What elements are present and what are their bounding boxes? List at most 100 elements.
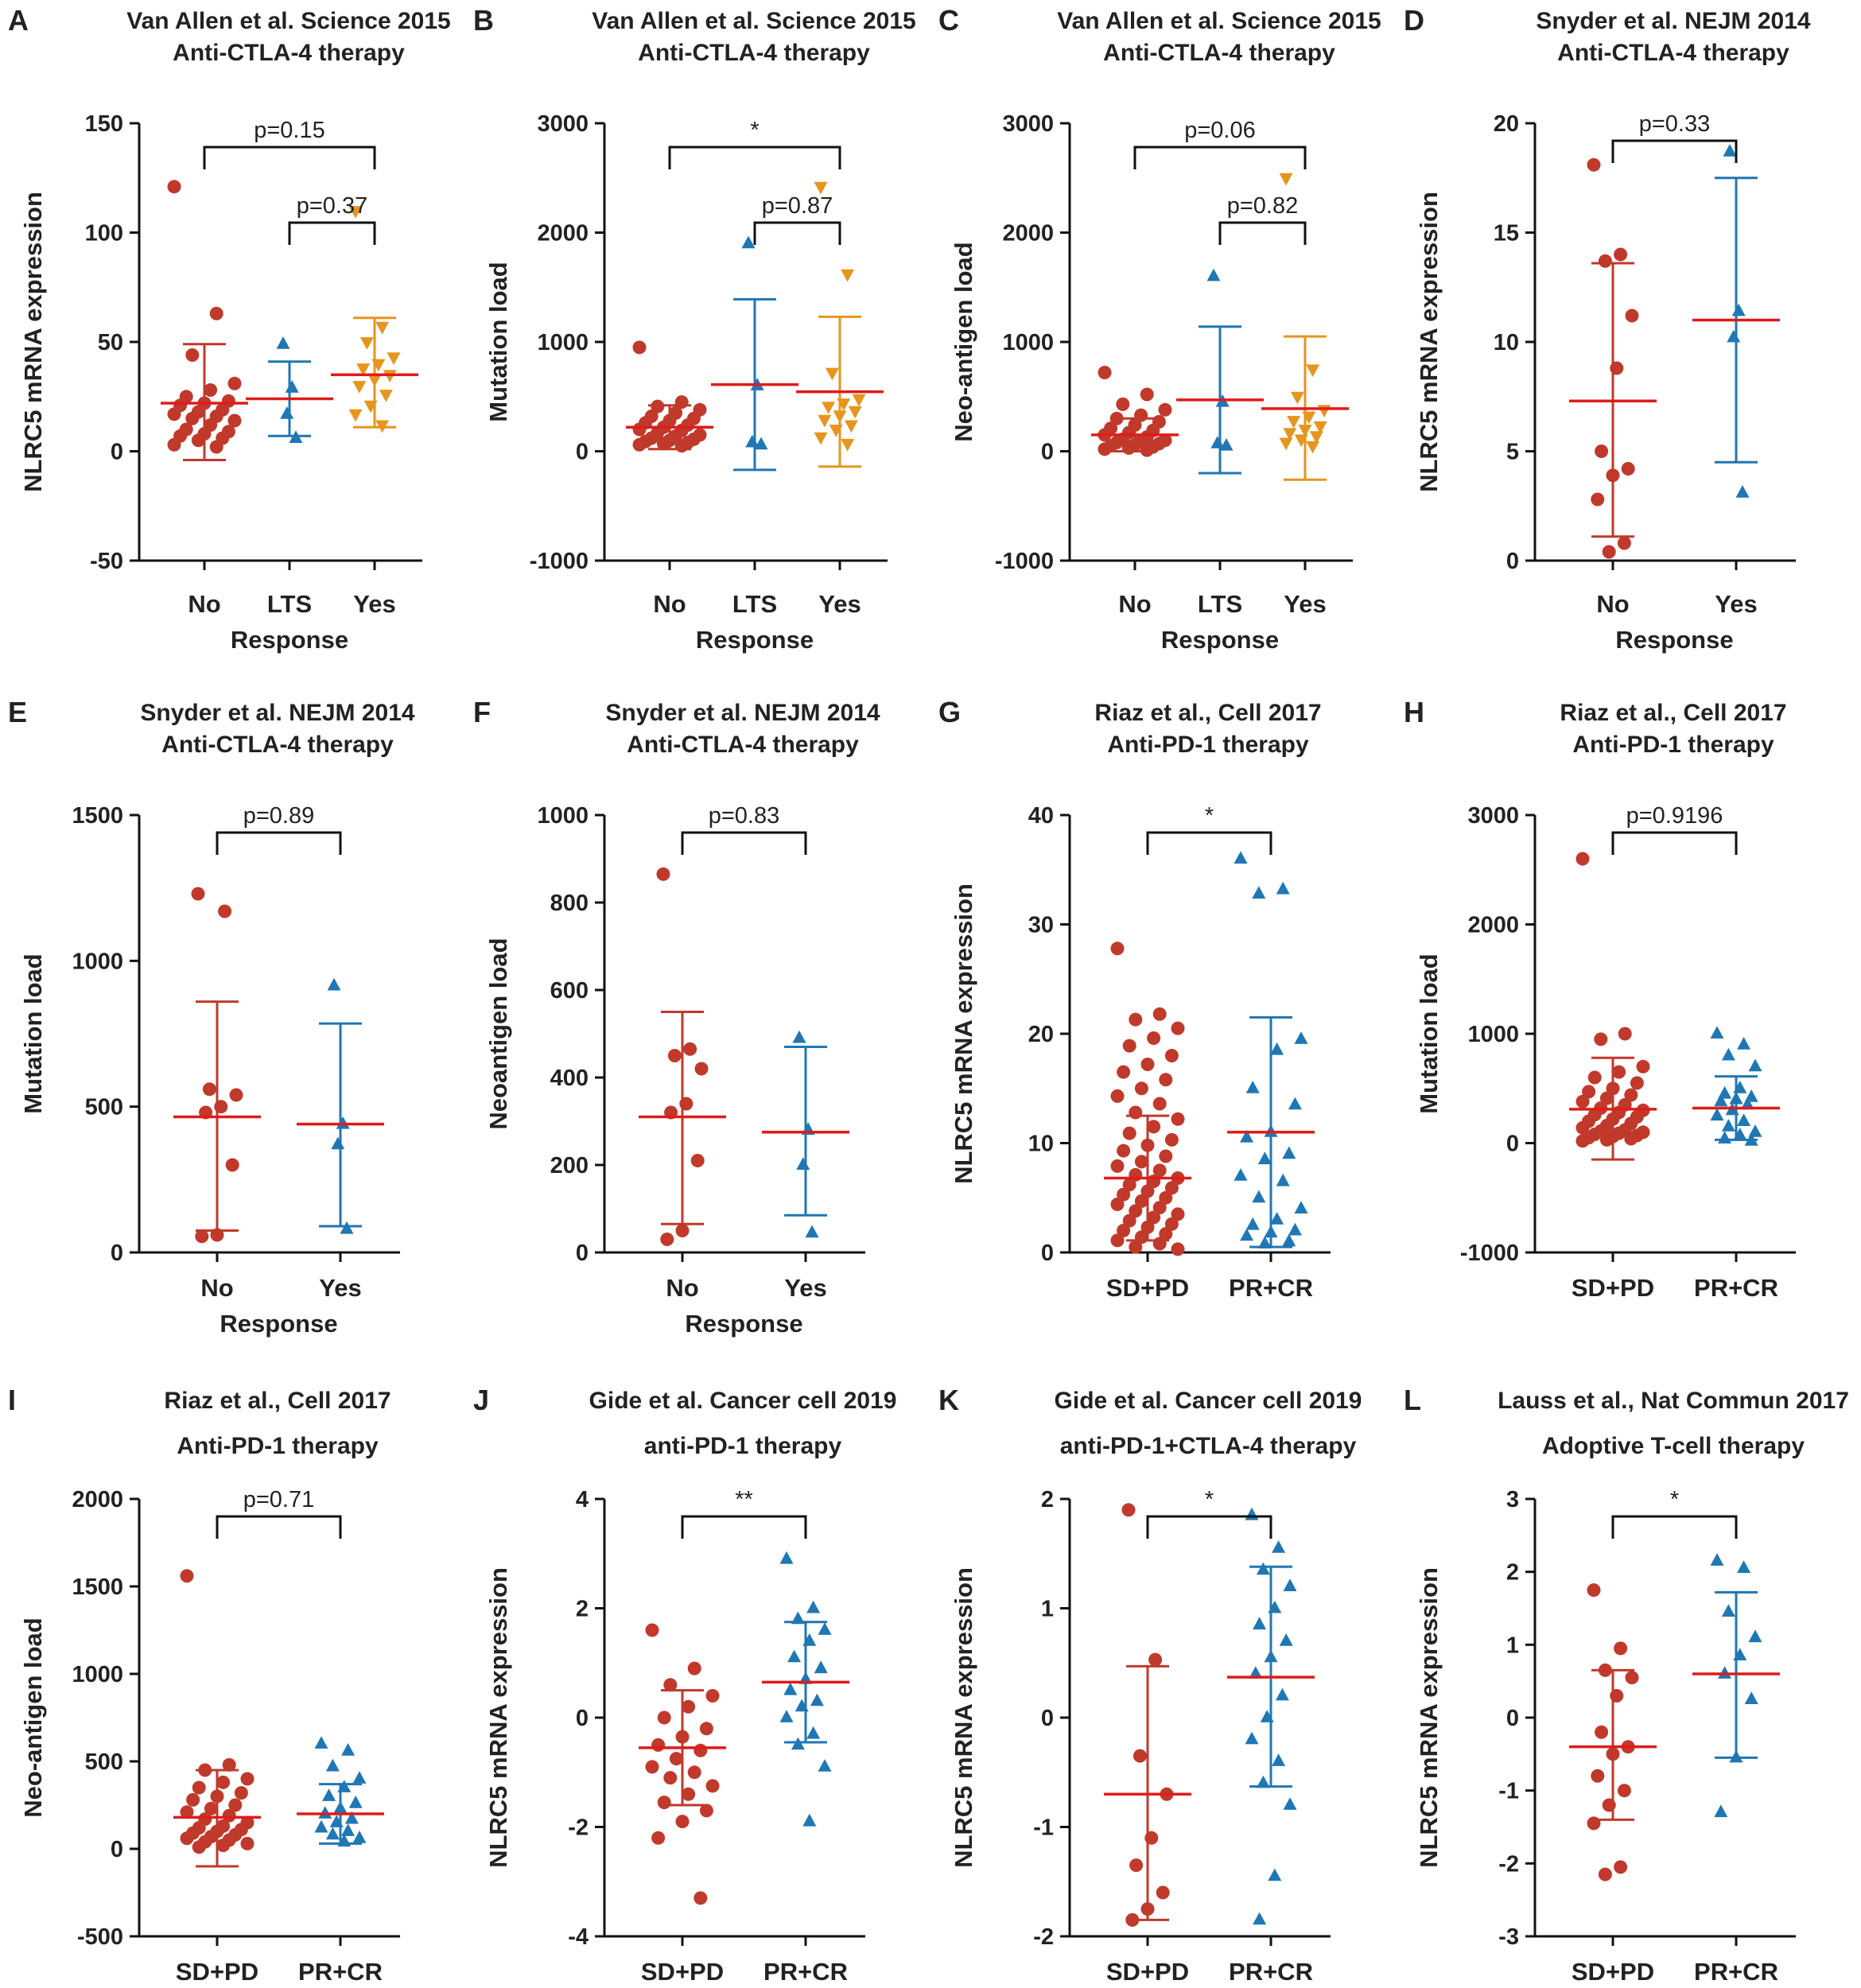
panel-letter: H <box>1404 696 1424 728</box>
data-point <box>1718 1131 1732 1143</box>
data-point <box>1587 1583 1601 1598</box>
data-point <box>1264 1124 1278 1137</box>
y-tick-label: 0 <box>576 440 589 465</box>
data-point <box>1598 1663 1612 1677</box>
data-point <box>787 1649 802 1663</box>
data-point <box>1257 1151 1272 1165</box>
y-tick-label: 0 <box>1506 549 1519 574</box>
y-tick-label: -1000 <box>530 549 589 574</box>
chart-subtitle: Anti-CTLA-4 therapy <box>1103 40 1335 66</box>
data-point <box>1302 411 1316 425</box>
data-point <box>1309 431 1323 444</box>
data-point <box>1610 361 1624 375</box>
series-pr-cr <box>762 1551 849 1827</box>
y-tick-label: 3 <box>1506 1487 1519 1512</box>
data-point <box>227 414 242 428</box>
y-tick-label: 1000 <box>537 803 589 829</box>
y-axis-label: Neo-antigen load <box>19 1617 47 1817</box>
y-tick-label: 1000 <box>72 949 123 974</box>
significance-bracket <box>1146 831 1272 855</box>
data-point <box>383 370 397 382</box>
chart-panel-b: B Van Allen et al. Science 2015 Anti-CTLA-… <box>473 4 916 654</box>
y-axis-label: Mutation load <box>1415 953 1443 1113</box>
data-point <box>379 390 393 402</box>
data-point <box>185 348 200 362</box>
data-point <box>829 425 843 437</box>
y-tick-label: 200 <box>550 1153 589 1178</box>
data-point <box>1618 1027 1632 1041</box>
x-tick-label: PR+CR <box>1694 1274 1778 1302</box>
data-point <box>1275 1687 1289 1701</box>
data-point <box>234 1786 248 1800</box>
data-point <box>1272 1540 1286 1553</box>
x-tick-label: SD+PD <box>1106 1274 1189 1302</box>
data-point <box>341 1743 355 1756</box>
data-point <box>841 438 855 452</box>
data-point <box>352 1831 367 1843</box>
y-tick-label: 2000 <box>537 221 589 247</box>
data-point <box>327 977 341 991</box>
chart-panel-g: G Riaz et al., Cell 2017 Anti-PD-1 therapy… <box>938 696 1331 1302</box>
data-point <box>1219 437 1234 451</box>
data-point <box>806 1600 821 1613</box>
data-point <box>209 440 223 454</box>
y-tick-label: 0 <box>1041 1241 1054 1266</box>
data-point <box>318 1806 332 1819</box>
panel-letter: F <box>473 696 491 728</box>
data-point <box>1134 1081 1148 1096</box>
data-point <box>1599 1132 1614 1147</box>
y-tick-label: 150 <box>85 111 123 137</box>
chart-title: Riaz et al., Cell 2017 <box>164 1388 390 1414</box>
series-pr-cr <box>1227 1507 1315 1925</box>
y-tick-label: 3000 <box>1467 803 1519 829</box>
data-point <box>745 434 760 448</box>
data-point <box>1624 1132 1638 1146</box>
x-tick-label: SD+PD <box>1572 1274 1654 1302</box>
data-point <box>791 1611 805 1625</box>
significance-bracket <box>216 1515 342 1539</box>
data-point <box>1134 408 1148 422</box>
data-point <box>1253 1617 1267 1630</box>
data-point <box>222 1808 236 1823</box>
data-point <box>1164 1049 1179 1062</box>
data-point <box>675 1224 690 1237</box>
data-point <box>682 1787 696 1801</box>
y-axis-label: Mutation load <box>484 262 512 421</box>
data-point <box>1253 1912 1267 1925</box>
data-point <box>632 437 647 452</box>
data-point <box>1575 1094 1590 1109</box>
data-point <box>1595 445 1609 458</box>
chart-title: Riaz et al., Cell 2017 <box>1560 700 1786 726</box>
significance-bracket <box>1611 139 1738 163</box>
data-point <box>1313 421 1327 434</box>
data-point <box>1624 1088 1638 1102</box>
series-no <box>1569 157 1657 559</box>
y-tick-label: 2 <box>1041 1487 1054 1512</box>
data-point <box>699 1804 713 1818</box>
data-point <box>180 1569 194 1583</box>
x-axis-label: Response <box>1615 626 1733 654</box>
data-point <box>1256 1562 1270 1575</box>
data-point <box>1152 1163 1167 1178</box>
significance-label: p=0.15 <box>254 118 325 143</box>
chart-panel-e: E Snyder et al. NEJM 2014 Anti-CTLA-4 ther… <box>8 696 415 1338</box>
data-point <box>1234 851 1248 864</box>
data-point <box>1614 1641 1628 1656</box>
data-point <box>1121 441 1136 455</box>
x-tick-label: PR+CR <box>763 1958 848 1986</box>
data-point <box>1121 1503 1136 1517</box>
data-point <box>1164 1181 1179 1195</box>
data-point <box>1317 405 1331 417</box>
data-point <box>1283 1797 1297 1810</box>
significance-label: p=0.9196 <box>1626 803 1723 829</box>
data-point <box>1147 1120 1161 1134</box>
data-point <box>687 1661 701 1675</box>
data-point <box>651 399 665 414</box>
data-point <box>1098 366 1112 379</box>
data-point <box>669 1752 683 1766</box>
x-tick-label: No <box>1596 590 1629 618</box>
data-point <box>216 1839 231 1853</box>
data-point <box>280 406 294 419</box>
data-point <box>1252 886 1266 899</box>
data-point <box>645 1623 659 1637</box>
